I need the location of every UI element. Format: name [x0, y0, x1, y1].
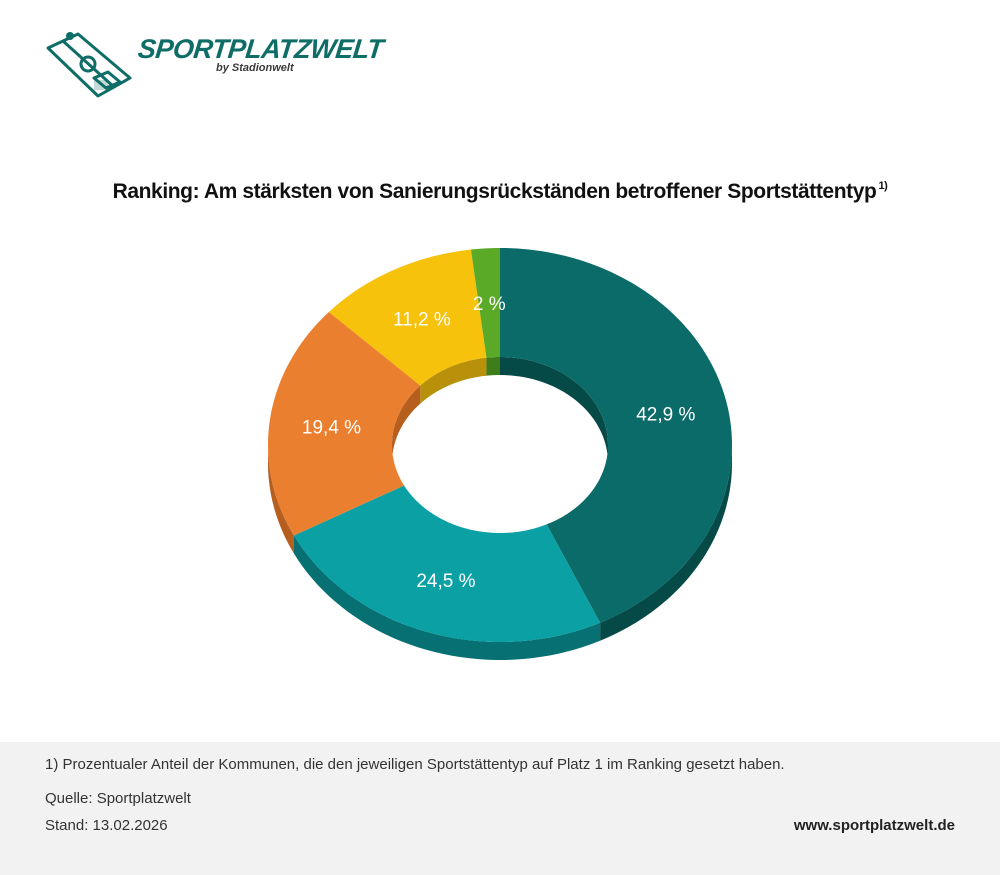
slice-inner-wall-4: [486, 357, 500, 376]
donut-chart: 42,9 % 24,5 % 19,4 % 11,2 % 2 %: [268, 248, 732, 660]
slice-side-1: [293, 535, 601, 660]
slice-inner-wall-3: [420, 357, 487, 404]
chart-title-note: 1): [878, 180, 888, 192]
slice-side-0: [600, 445, 732, 641]
footnote: 1) Prozentualer Anteil der Kommunen, die…: [45, 756, 785, 773]
brand-byline: by Stadionwelt: [216, 62, 294, 74]
donut-slice-0: [500, 248, 732, 623]
donut-slice-2: [268, 311, 421, 536]
slice-side-2: [268, 445, 294, 554]
chart-sides: [268, 357, 732, 660]
slice-label-2: 19,4 %: [302, 417, 361, 438]
donut-slice-3: [328, 249, 487, 386]
pitch-icon: [46, 32, 132, 98]
donut-slice-4: [470, 248, 500, 358]
footer: 1) Prozentualer Anteil der Kommunen, die…: [0, 742, 1000, 875]
source-line: Quelle: Sportplatzwelt: [45, 790, 191, 807]
slice-inner-wall-2: [392, 385, 421, 463]
chart-title-text: Ranking: Am stärksten von Sanierungsrück…: [112, 180, 877, 203]
slice-label-1: 24,5 %: [416, 571, 475, 592]
donut-slice-1: [293, 485, 601, 642]
slice-label-0: 42,9 %: [636, 405, 695, 426]
slice-label-3: 11,2 %: [393, 309, 451, 330]
brand-name: SPORTPLATZWELT: [136, 34, 385, 64]
slice-label-4: 2 %: [473, 294, 506, 315]
chart-slices: 42,9 % 24,5 % 19,4 % 11,2 % 2 %: [268, 248, 732, 642]
date-line: Stand: 13.02.2026: [45, 817, 168, 834]
website-link[interactable]: www.sportplatzwelt.de: [793, 817, 955, 834]
brand-logo: SPORTPLATZWELT by Stadionwelt: [40, 26, 385, 110]
chart-title: Ranking: Am stärksten von Sanierungsrück…: [0, 180, 1000, 204]
slice-inner-wall-0: [500, 357, 608, 463]
